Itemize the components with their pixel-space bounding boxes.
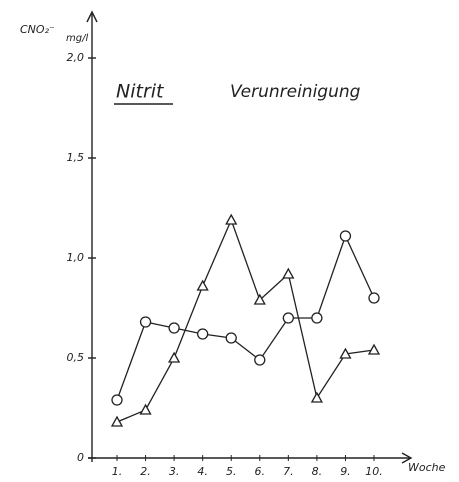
- y-tick-label: 1,0: [67, 251, 85, 264]
- triangle-marker: [141, 405, 151, 414]
- chart-subtitle: Verunreinigung: [230, 82, 361, 102]
- x-tick-label: 5.: [226, 465, 237, 478]
- chart-title: Nitrit: [116, 81, 165, 103]
- y-axis-label: CNO₂⁻: [20, 23, 55, 36]
- y-tick-label: 0: [77, 451, 84, 464]
- x-tick-label: 8.: [312, 465, 323, 478]
- x-axis-label: Woche: [408, 461, 446, 474]
- y-axis-unit: mg/l: [66, 33, 88, 44]
- circle-marker: [141, 317, 151, 327]
- circle-marker: [198, 329, 208, 339]
- y-tick-label: 0,5: [67, 351, 85, 364]
- x-tick-label: 9.: [340, 465, 351, 478]
- x-tick-label: 7.: [283, 465, 294, 478]
- circle-marker: [369, 293, 379, 303]
- x-tick-label: 6.: [255, 465, 266, 478]
- x-tick-label: 1.: [112, 465, 123, 478]
- triangle-marker: [312, 393, 322, 402]
- triangle-marker: [283, 269, 293, 278]
- x-tick-label: 3.: [169, 465, 180, 478]
- circle-marker: [169, 323, 179, 333]
- x-tick-label: 2.: [140, 465, 151, 478]
- series-line: [117, 220, 374, 422]
- circle-marker: [112, 395, 122, 405]
- triangle-marker: [112, 417, 122, 426]
- triangle-marker: [169, 353, 179, 362]
- circle-marker: [255, 355, 265, 365]
- circle-marker: [283, 313, 293, 323]
- circle-marker: [340, 231, 350, 241]
- circle-marker: [312, 313, 322, 323]
- circle-marker: [226, 333, 236, 343]
- triangle-marker: [226, 215, 236, 224]
- triangle-marker: [369, 345, 379, 354]
- y-tick-label: 2,0: [67, 51, 85, 64]
- x-tick-label: 4.: [197, 465, 208, 478]
- triangle-marker: [198, 281, 208, 290]
- y-tick-label: 1,5: [67, 151, 85, 164]
- x-tick-label: 10.: [365, 465, 383, 478]
- chart: CNO₂⁻ mg/l Nitrit Verunreinigung Woche 0…: [0, 0, 459, 482]
